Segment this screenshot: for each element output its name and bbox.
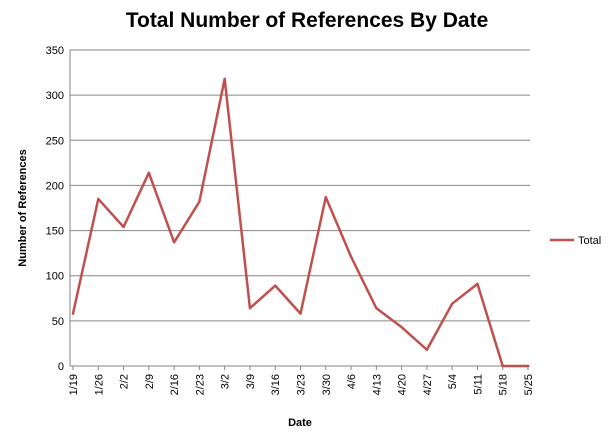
- y-tick-label: 200: [46, 180, 64, 192]
- legend-label-total: Total: [578, 235, 601, 247]
- x-tick-label: 3/30: [321, 374, 333, 395]
- data-point: [375, 307, 378, 310]
- x-tick-label: 1/26: [93, 374, 105, 395]
- y-tick-label: 0: [58, 361, 64, 373]
- x-tick-label: 4/20: [397, 374, 409, 395]
- chart-title: Total Number of References By Date: [126, 9, 489, 32]
- x-tick-label: 3/23: [296, 374, 308, 395]
- y-axis-title: Number of References: [17, 149, 29, 266]
- data-point: [299, 312, 302, 315]
- data-point: [274, 284, 277, 287]
- data-point: [97, 197, 100, 201]
- data-point: [425, 348, 429, 351]
- gridlines: [70, 49, 530, 322]
- data-point: [450, 302, 454, 305]
- data-point: [476, 282, 479, 286]
- x-tick-label: 3/16: [270, 374, 282, 395]
- series-layer: [71, 77, 530, 368]
- data-point: [147, 171, 151, 174]
- x-tick-label: 3/2: [220, 374, 232, 389]
- data-point: [122, 225, 125, 229]
- series-line-total: [71, 77, 530, 368]
- data-point: [324, 195, 327, 199]
- x-tick-label: 4/13: [371, 374, 383, 395]
- data-point: [400, 325, 403, 329]
- data-point: [248, 307, 252, 310]
- x-tick-label: 3/9: [245, 374, 257, 389]
- data-point: [198, 200, 201, 203]
- x-tick-label: 5/18: [498, 374, 510, 395]
- y-tick-label: 300: [46, 90, 64, 102]
- y-tick-label: 250: [46, 135, 64, 147]
- x-tick-label: 4/27: [422, 374, 434, 395]
- x-tick-label: 4/6: [346, 374, 358, 389]
- x-tick-label: 2/23: [194, 374, 206, 395]
- x-tick-label: 5/25: [523, 374, 535, 395]
- y-tick-label: 100: [46, 271, 64, 283]
- legend: Total: [550, 235, 601, 247]
- y-tick-label: 150: [46, 226, 64, 238]
- x-tick-label: 2/2: [119, 374, 131, 389]
- x-tick-label: 5/4: [447, 374, 459, 389]
- x-axis-tick-labels: 1/19 1/26 2/2 2/9 2/16 2/23 3/2 3/9 3/16 3/23 3/30…: [68, 366, 535, 395]
- data-point: [501, 364, 504, 368]
- data-point: [223, 77, 226, 81]
- x-tick-label: 2/9: [144, 374, 156, 389]
- x-axis-title: Date: [288, 417, 312, 429]
- y-tick-label: 350: [46, 45, 64, 57]
- x-tick-label: 2/16: [169, 374, 181, 395]
- y-axis-tick-labels: 0 50 100 150 200 250 300 350: [46, 45, 64, 373]
- y-tick-label: 50: [52, 316, 64, 328]
- data-point: [526, 364, 530, 368]
- x-tick-label: 1/19: [68, 374, 80, 395]
- data-point: [172, 241, 176, 244]
- data-point: [349, 255, 353, 258]
- data-point: [71, 312, 75, 315]
- x-tick-label: 5/11: [472, 374, 484, 395]
